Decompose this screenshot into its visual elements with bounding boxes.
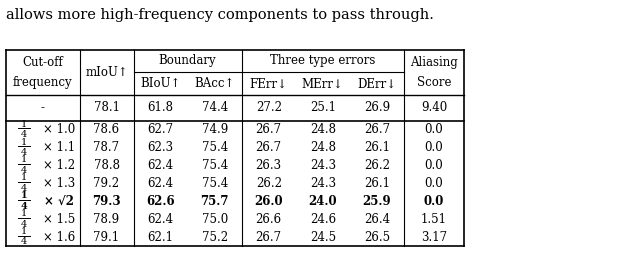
Text: 75.4: 75.4 <box>202 159 228 172</box>
Text: 1: 1 <box>21 137 27 147</box>
Text: 62.7: 62.7 <box>148 123 174 136</box>
Text: 1: 1 <box>21 209 27 218</box>
Text: 78.7: 78.7 <box>93 141 120 154</box>
Text: 1: 1 <box>21 155 27 165</box>
Text: 4: 4 <box>21 201 27 211</box>
Text: 4: 4 <box>21 130 27 139</box>
Text: 1: 1 <box>21 120 27 129</box>
Text: 62.4: 62.4 <box>148 177 174 190</box>
Text: 24.6: 24.6 <box>310 213 336 226</box>
Text: Three type errors: Three type errors <box>270 54 375 68</box>
Text: 62.4: 62.4 <box>148 159 174 172</box>
Text: 79.1: 79.1 <box>93 231 120 244</box>
Text: 26.6: 26.6 <box>256 213 282 226</box>
Text: 78.8: 78.8 <box>93 159 120 172</box>
Text: 26.4: 26.4 <box>364 213 390 226</box>
Text: allows more high-frequency components to pass through.: allows more high-frequency components to… <box>6 8 434 22</box>
Text: 0.0: 0.0 <box>425 123 443 136</box>
Text: 74.4: 74.4 <box>202 101 228 115</box>
Text: Score: Score <box>417 76 452 89</box>
Text: 78.9: 78.9 <box>93 213 120 226</box>
Text: 26.7: 26.7 <box>256 231 282 244</box>
Text: 4: 4 <box>21 219 27 229</box>
Text: × 1.0: × 1.0 <box>43 123 75 136</box>
Text: FErr↓: FErr↓ <box>250 77 287 90</box>
Text: MErr↓: MErr↓ <box>302 77 343 90</box>
Text: 4: 4 <box>21 184 27 193</box>
Text: mIoU↑: mIoU↑ <box>85 66 128 79</box>
Text: 9.40: 9.40 <box>421 101 447 115</box>
Text: 24.0: 24.0 <box>308 195 337 208</box>
Text: 1: 1 <box>21 227 27 236</box>
Text: 1: 1 <box>21 173 27 182</box>
Text: 24.8: 24.8 <box>310 123 336 136</box>
Text: 79.2: 79.2 <box>93 177 120 190</box>
Text: 62.6: 62.6 <box>146 195 175 208</box>
Text: 26.2: 26.2 <box>364 159 390 172</box>
Text: 62.4: 62.4 <box>148 213 174 226</box>
Text: 4: 4 <box>21 148 27 157</box>
Text: 24.8: 24.8 <box>310 141 336 154</box>
Text: 79.3: 79.3 <box>92 195 121 208</box>
Text: 62.1: 62.1 <box>148 231 174 244</box>
Text: 26.0: 26.0 <box>254 195 283 208</box>
Text: 26.7: 26.7 <box>256 141 282 154</box>
Text: 75.2: 75.2 <box>202 231 228 244</box>
Text: 3.17: 3.17 <box>421 231 447 244</box>
Text: DErr↓: DErr↓ <box>357 77 396 90</box>
Text: 1: 1 <box>21 191 27 200</box>
Text: 26.7: 26.7 <box>256 123 282 136</box>
Text: 0.0: 0.0 <box>425 177 443 190</box>
Text: 26.7: 26.7 <box>364 123 390 136</box>
Text: 78.6: 78.6 <box>93 123 120 136</box>
Text: 25.1: 25.1 <box>310 101 336 115</box>
Text: 0.0: 0.0 <box>425 141 443 154</box>
Text: 26.9: 26.9 <box>364 101 390 115</box>
Text: × 1.3: × 1.3 <box>43 177 75 190</box>
Text: Cut-off: Cut-off <box>22 56 64 69</box>
Text: 24.3: 24.3 <box>310 159 336 172</box>
Text: × 1.1: × 1.1 <box>43 141 75 154</box>
Text: 75.4: 75.4 <box>202 177 228 190</box>
Text: × 1.2: × 1.2 <box>43 159 75 172</box>
Text: 4: 4 <box>21 166 27 175</box>
Text: 61.8: 61.8 <box>148 101 174 115</box>
Text: 4: 4 <box>21 237 27 246</box>
Text: 75.0: 75.0 <box>202 213 228 226</box>
Text: 75.7: 75.7 <box>200 195 229 208</box>
Text: 26.1: 26.1 <box>364 177 390 190</box>
Text: 24.3: 24.3 <box>310 177 336 190</box>
Text: Boundary: Boundary <box>159 54 216 68</box>
Text: 0.0: 0.0 <box>425 159 443 172</box>
Text: 25.9: 25.9 <box>363 195 391 208</box>
Text: 27.2: 27.2 <box>256 101 282 115</box>
Text: Aliasing: Aliasing <box>410 56 458 69</box>
Text: 1.51: 1.51 <box>421 213 447 226</box>
Text: × 1.5: × 1.5 <box>43 213 75 226</box>
Text: 26.2: 26.2 <box>256 177 282 190</box>
Text: 62.3: 62.3 <box>148 141 174 154</box>
Text: -: - <box>41 101 45 115</box>
Text: × 1.6: × 1.6 <box>43 231 75 244</box>
Text: 74.9: 74.9 <box>202 123 228 136</box>
Text: 26.1: 26.1 <box>364 141 390 154</box>
Text: 78.1: 78.1 <box>93 101 120 115</box>
Text: 24.5: 24.5 <box>310 231 336 244</box>
Text: frequency: frequency <box>13 76 73 89</box>
Text: 26.5: 26.5 <box>364 231 390 244</box>
Text: 75.4: 75.4 <box>202 141 228 154</box>
Text: BAcc↑: BAcc↑ <box>195 77 235 90</box>
Text: 26.3: 26.3 <box>256 159 282 172</box>
Text: BIoU↑: BIoU↑ <box>141 77 181 90</box>
Text: × √2: × √2 <box>44 195 74 208</box>
Text: 0.0: 0.0 <box>424 195 445 208</box>
